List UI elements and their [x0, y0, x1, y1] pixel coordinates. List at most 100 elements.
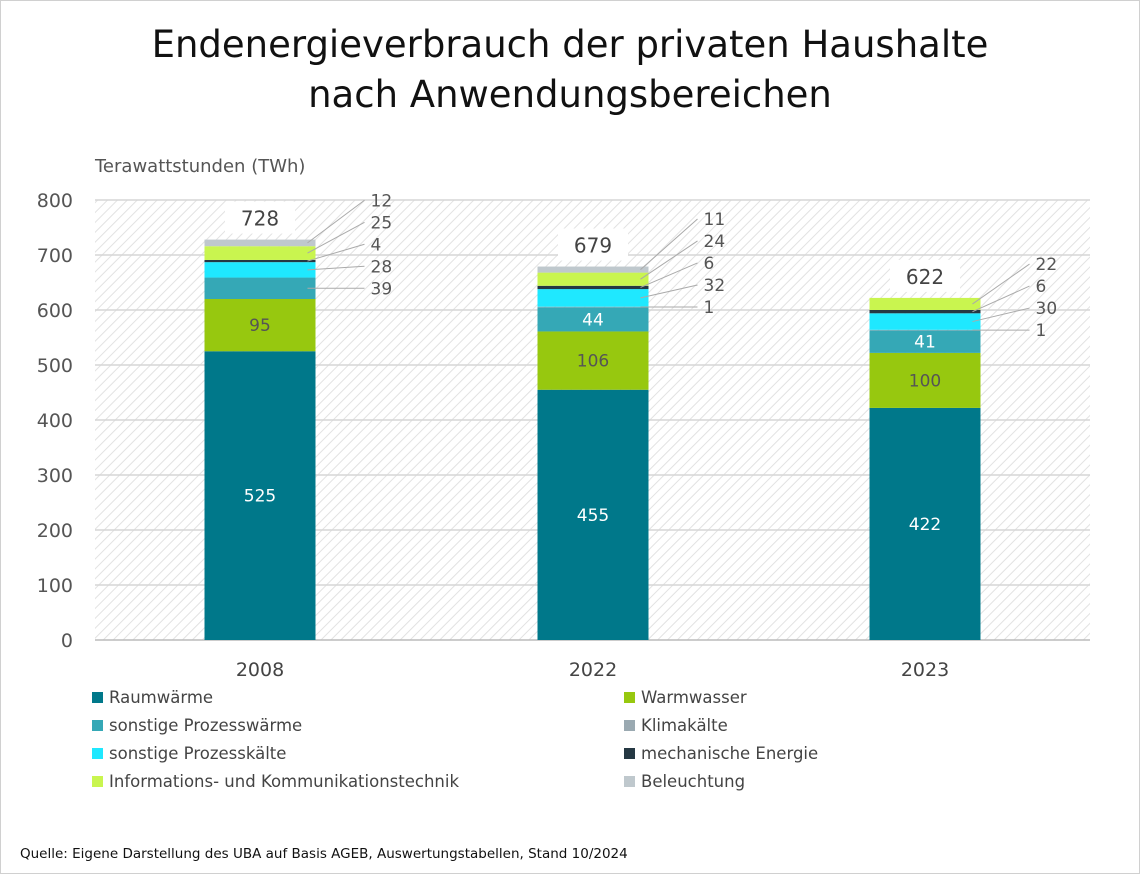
title-line-1: Endenergieverbrauch der privaten Haushal…	[151, 23, 989, 66]
legend-item: Warmwasser	[624, 688, 747, 707]
legend-label: Raumwärme	[109, 688, 214, 707]
data-label: 22	[1036, 255, 1058, 275]
legend-label: Beleuchtung	[641, 772, 746, 791]
leader-line	[307, 221, 365, 254]
y-tick-label: 700	[37, 245, 73, 267]
legend-label: mechanische Energie	[641, 744, 819, 763]
bar-segment	[204, 351, 316, 640]
bar-segment	[204, 277, 316, 299]
bar-segment	[869, 313, 981, 330]
bar-segment	[204, 259, 316, 263]
data-label: 4	[371, 235, 382, 255]
y-tick-label: 0	[61, 630, 73, 652]
legend-item: Beleuchtung	[624, 772, 745, 791]
leader-line	[972, 285, 1030, 313]
legend-label: sonstige Prozesswärme	[109, 716, 303, 735]
leader-line	[972, 307, 1030, 323]
data-label: 422	[909, 515, 941, 535]
bar-segment	[204, 246, 316, 260]
total-label: 679	[574, 234, 612, 258]
data-label: 100	[909, 371, 941, 391]
total-label-box	[890, 259, 960, 292]
y-tick-label: 600	[37, 300, 73, 322]
bar-segment	[537, 307, 649, 332]
legend-label: sonstige Prozesskälte	[109, 744, 287, 763]
y-tick-label: 400	[37, 410, 73, 432]
bar-segment	[869, 407, 981, 640]
data-label: 95	[249, 316, 271, 336]
bar-segment	[869, 352, 981, 408]
leader-line	[640, 240, 698, 280]
legend-swatch	[92, 748, 103, 759]
leader-line	[972, 263, 1030, 305]
legend-swatch	[624, 748, 635, 759]
total-label-box	[225, 201, 295, 234]
bar-segment	[537, 285, 649, 290]
bar-segment	[537, 272, 649, 286]
leader-line	[640, 262, 698, 288]
legend-swatch	[624, 720, 635, 731]
bar-segment	[537, 306, 649, 308]
bar-segment	[869, 330, 981, 353]
x-tick-label: 2023	[901, 659, 949, 681]
legend-swatch	[624, 692, 635, 703]
legend-item: Raumwärme	[92, 688, 213, 707]
bar-segment	[537, 389, 649, 640]
data-label: 11	[704, 210, 726, 230]
leader-line	[307, 199, 365, 244]
data-label: 1	[704, 298, 715, 318]
legend-item: Informations- und Kommunikationstechnik	[92, 772, 459, 791]
data-label: 106	[577, 352, 609, 372]
data-label: 32	[704, 276, 726, 296]
data-label: 41	[914, 333, 936, 353]
y-tick-label: 100	[37, 575, 73, 597]
data-label: 6	[704, 254, 715, 274]
data-label: 44	[582, 310, 604, 330]
data-label: 25	[371, 213, 393, 233]
legend-label: Warmwasser	[641, 688, 747, 707]
data-label: 12	[371, 191, 393, 211]
bar-segment	[204, 299, 316, 352]
bar-segment	[204, 239, 316, 247]
total-label: 622	[906, 265, 944, 289]
bar-segment	[869, 310, 981, 314]
legend-item: sonstige Prozesswärme	[92, 716, 302, 735]
data-label: 24	[704, 232, 726, 252]
leader-line	[640, 284, 698, 299]
bar-segment	[537, 266, 649, 273]
legend-item: sonstige Prozesskälte	[92, 744, 286, 763]
total-label-box	[558, 228, 628, 261]
data-label: 30	[1036, 299, 1058, 319]
leader-line	[307, 265, 365, 271]
leader-line	[307, 243, 365, 262]
data-label: 1	[1036, 321, 1047, 341]
legend-item: Klimakälte	[624, 716, 728, 735]
data-label: 6	[1036, 277, 1047, 297]
legend-swatch	[92, 692, 103, 703]
x-tick-label: 2008	[236, 659, 284, 681]
legend-swatch	[92, 776, 103, 787]
legend-label: Klimakälte	[641, 716, 728, 735]
source-note: Quelle: Eigene Darstellung des UBA auf B…	[20, 846, 628, 862]
bar-segment	[204, 262, 316, 278]
y-tick-label: 200	[37, 520, 73, 542]
bar-segment	[869, 329, 981, 331]
y-axis-label: Terawattstunden (TWh)	[95, 156, 306, 177]
legend-swatch	[92, 720, 103, 731]
legend-item: mechanische Energie	[624, 744, 818, 763]
title-line-2: nach Anwendungsbereichen	[308, 73, 832, 116]
total-label: 728	[241, 207, 279, 231]
legend-swatch	[624, 776, 635, 787]
legend-label: Informations- und Kommunikationstechnik	[109, 772, 460, 791]
bar-segment	[537, 331, 649, 390]
y-tick-label: 500	[37, 355, 73, 377]
data-label: 525	[244, 487, 276, 507]
y-tick-label: 300	[37, 465, 73, 487]
bar-segment	[537, 289, 649, 307]
y-tick-label: 800	[37, 190, 73, 212]
leader-line	[640, 218, 698, 270]
data-label: 39	[371, 279, 393, 299]
chart-title: Endenergieverbrauch der privaten Haushal…	[0, 20, 1140, 120]
data-label: 455	[577, 506, 609, 526]
